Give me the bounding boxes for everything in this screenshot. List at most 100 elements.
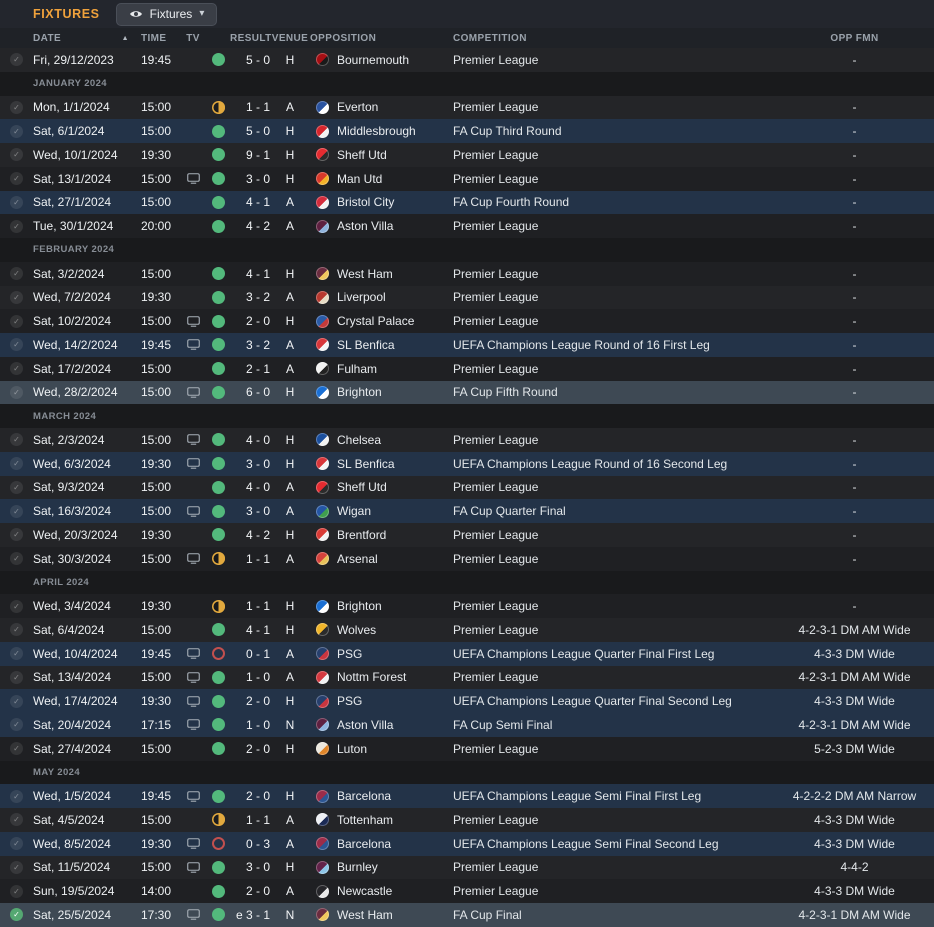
fixture-row[interactable]: ✓ Sat, 3/2/2024 15:00 4 - 1 H West Ham Premier…	[0, 261, 934, 286]
fixture-row[interactable]: ✓ Sat, 13/4/2024 15:00 1 - 0 A Nottm Forest Pr…	[0, 665, 934, 690]
fixture-row[interactable]: ✓ Wed, 14/2/2024 19:45 3 - 2 A SL Benfica UEFA…	[0, 333, 934, 357]
fixture-row[interactable]: ✓ Wed, 8/5/2024 19:30 0 - 3 A Barcelona UEFA C…	[0, 831, 934, 856]
opp-formation: 4-4-2	[840, 860, 869, 875]
fixture-row[interactable]: ✓ Mon, 1/1/2024 15:00 1 - 1 A Everton Premier …	[0, 95, 934, 120]
fixture-row[interactable]: ✓ Wed, 7/2/2024 19:30 3 - 2 A Liverpool Premie…	[0, 285, 934, 310]
col-header-result[interactable]: RESULT	[230, 32, 272, 44]
fixture-row[interactable]: ✓ Wed, 3/4/2024 19:30 1 - 1 H Brighton Premier…	[0, 594, 934, 618]
venue: H	[285, 385, 295, 400]
opposition-name: PSG	[337, 694, 363, 709]
venue: H	[285, 314, 295, 329]
col-header-competition[interactable]: COMPETITION	[453, 32, 527, 44]
opposition-cell: Liverpool	[310, 290, 453, 304]
fixture-time: 19:30	[141, 147, 172, 162]
result-indicator-cell	[206, 552, 230, 566]
played-cell: ✓	[0, 267, 33, 281]
fixture-row[interactable]: ✓ Sat, 30/3/2024 15:00 1 - 1 A Arsenal Premier…	[0, 546, 934, 571]
fixture-row[interactable]: ✓ Sat, 17/2/2024 15:00 2 - 1 A Fulham Premier …	[0, 356, 934, 381]
result-indicator-cell	[206, 195, 230, 209]
score: 2 - 0	[245, 789, 270, 804]
fixture-row[interactable]: ✓ Sun, 19/5/2024 14:00 2 - 0 A Newcastle Premi…	[0, 879, 934, 903]
club-badge	[316, 219, 329, 233]
opposition-name: Man Utd	[337, 171, 383, 186]
opp-formation: -	[852, 171, 857, 186]
played-cell: ✓	[0, 172, 33, 186]
col-header-date[interactable]: DATE ▲	[33, 32, 129, 44]
tv-broadcast-icon	[186, 790, 200, 802]
fixture-row[interactable]: ✓ Sat, 2/3/2024 15:00 4 - 0 H Chelsea Premier …	[0, 428, 934, 452]
score: e 3 - 1	[235, 907, 270, 922]
result-indicator-cell	[206, 813, 230, 827]
result-indicator-cell	[206, 219, 230, 233]
opposition-cell: Fulham	[310, 362, 453, 376]
col-header-opposition[interactable]: OPPOSITION	[310, 32, 377, 44]
result-indicator-cell	[206, 362, 230, 376]
fixture-row[interactable]: ✓ Wed, 28/2/2024 15:00 6 - 0 H Brighton FA Cup…	[0, 380, 934, 405]
col-header-time[interactable]: TIME	[141, 32, 167, 44]
fixture-date: Sat, 2/3/2024	[33, 432, 105, 447]
result-indicator-cell	[206, 267, 230, 281]
opp-formation: 4-2-3-1 DM AM Wide	[798, 622, 911, 637]
col-header-tv[interactable]: TV	[186, 32, 200, 44]
view-selector-label: Fixtures	[149, 7, 193, 21]
fixture-row[interactable]: ✓ Tue, 30/1/2024 20:00 4 - 2 A Aston Villa Pre…	[0, 214, 934, 238]
fixture-row[interactable]: ✓ Wed, 1/5/2024 19:45 2 - 0 H Barcelona UEFA C…	[0, 784, 934, 808]
opposition-name: Sheff Utd	[337, 147, 387, 162]
result-indicator-cell	[206, 385, 230, 399]
fixture-row[interactable]: ✓ Sat, 16/3/2024 15:00 3 - 0 A Wigan FA Cup Qu…	[0, 499, 934, 523]
fixture-row[interactable]: ✓ Wed, 17/4/2024 19:30 2 - 0 H PSG UEFA Champi…	[0, 689, 934, 713]
fixture-row[interactable]: ✓ Wed, 10/1/2024 19:30 9 - 1 H Sheff Utd Premi…	[0, 143, 934, 167]
score: 5 - 0	[245, 52, 270, 67]
fixture-date: Wed, 28/2/2024	[33, 385, 118, 400]
fixture-row[interactable]: ✓ Sat, 25/5/2024 17:30 e 3 - 1 N West Ham FA C…	[0, 903, 934, 927]
fixture-row[interactable]: ✓ Sat, 20/4/2024 17:15 1 - 0 N Aston Villa FA …	[0, 713, 934, 737]
fixture-row[interactable]: ✓ Wed, 6/3/2024 19:30 3 - 0 H SL Benfica UEFA …	[0, 451, 934, 476]
score: 4 - 1	[245, 195, 270, 210]
club-badge	[316, 742, 329, 756]
opp-formation: -	[852, 504, 857, 519]
competition: Premier League	[453, 361, 539, 376]
fixture-row[interactable]: ✓ Sat, 4/5/2024 15:00 1 - 1 A Tottenham Premie…	[0, 808, 934, 832]
opp-formation: 4-3-3 DM Wide	[814, 884, 895, 899]
tv-cell	[180, 553, 206, 564]
competition: Premier League	[453, 266, 539, 281]
opp-formation: 4-3-3 DM Wide	[814, 646, 895, 661]
fixture-row[interactable]: ✓ Sat, 6/4/2024 15:00 4 - 1 H Wolves Premier L…	[0, 618, 934, 642]
score: 2 - 0	[245, 741, 270, 756]
competition: Premier League	[453, 52, 539, 67]
fixture-row[interactable]: ✓ Sat, 27/1/2024 15:00 4 - 1 A Bristol City FA…	[0, 190, 934, 215]
opposition-name: Bristol City	[337, 195, 395, 210]
tv-broadcast-icon	[186, 672, 200, 683]
opposition-cell: Middlesbrough	[310, 124, 453, 138]
result-win-icon	[211, 314, 225, 328]
played-check-icon: ✓	[10, 148, 23, 162]
fixture-row[interactable]: ✓ Sat, 10/2/2024 15:00 2 - 0 H Crystal Palace…	[0, 309, 934, 333]
played-cell: ✓	[0, 860, 33, 874]
col-header-opp-fmn[interactable]: OPP FMN	[830, 32, 879, 44]
opposition-cell: Brentford	[310, 528, 453, 542]
fixture-row[interactable]: ✓ Wed, 10/4/2024 19:45 0 - 1 A PSG UEFA Champi…	[0, 641, 934, 666]
result-indicator-cell	[206, 623, 230, 637]
fixture-row[interactable]: ✓ Sat, 11/5/2024 15:00 3 - 0 H Burnley Premier…	[0, 855, 934, 880]
played-check-icon: ✓	[10, 552, 23, 566]
opposition-cell: SL Benfica	[310, 457, 453, 471]
venue: H	[285, 599, 295, 614]
fixture-row[interactable]: ✓ Wed, 20/3/2024 19:30 4 - 2 H Brentford Premi…	[0, 523, 934, 547]
fixture-row[interactable]: ✓ Sat, 27/4/2024 15:00 2 - 0 H Luton Premier L…	[0, 736, 934, 761]
fixture-row[interactable]: ✓ Sat, 9/3/2024 15:00 4 - 0 A Sheff Utd Premie…	[0, 475, 934, 500]
fixture-row[interactable]: ✓ Sat, 6/1/2024 15:00 5 - 0 H Middlesbrough FA…	[0, 119, 934, 143]
col-header-venue[interactable]: VENUE	[271, 32, 309, 44]
fixture-row[interactable]: ✓ Sat, 13/1/2024 15:00 3 - 0 H Man Utd Premier…	[0, 166, 934, 191]
result-win-icon	[211, 694, 225, 708]
result-win-icon	[211, 148, 225, 162]
played-cell: ✓	[0, 884, 33, 898]
fixture-time: 19:45	[141, 789, 172, 804]
played-cell: ✓	[0, 53, 33, 67]
played-cell: ✓	[0, 457, 33, 471]
result-win-icon	[211, 480, 225, 494]
result-indicator-cell	[206, 53, 230, 67]
fixture-row[interactable]: ✓ Fri, 29/12/2023 19:45 5 - 0 H Bournemouth Pr…	[0, 48, 934, 72]
view-selector-button[interactable]: Fixtures ▾	[115, 2, 218, 26]
fixture-time: 15:00	[141, 385, 172, 400]
result-win-icon	[211, 53, 225, 67]
